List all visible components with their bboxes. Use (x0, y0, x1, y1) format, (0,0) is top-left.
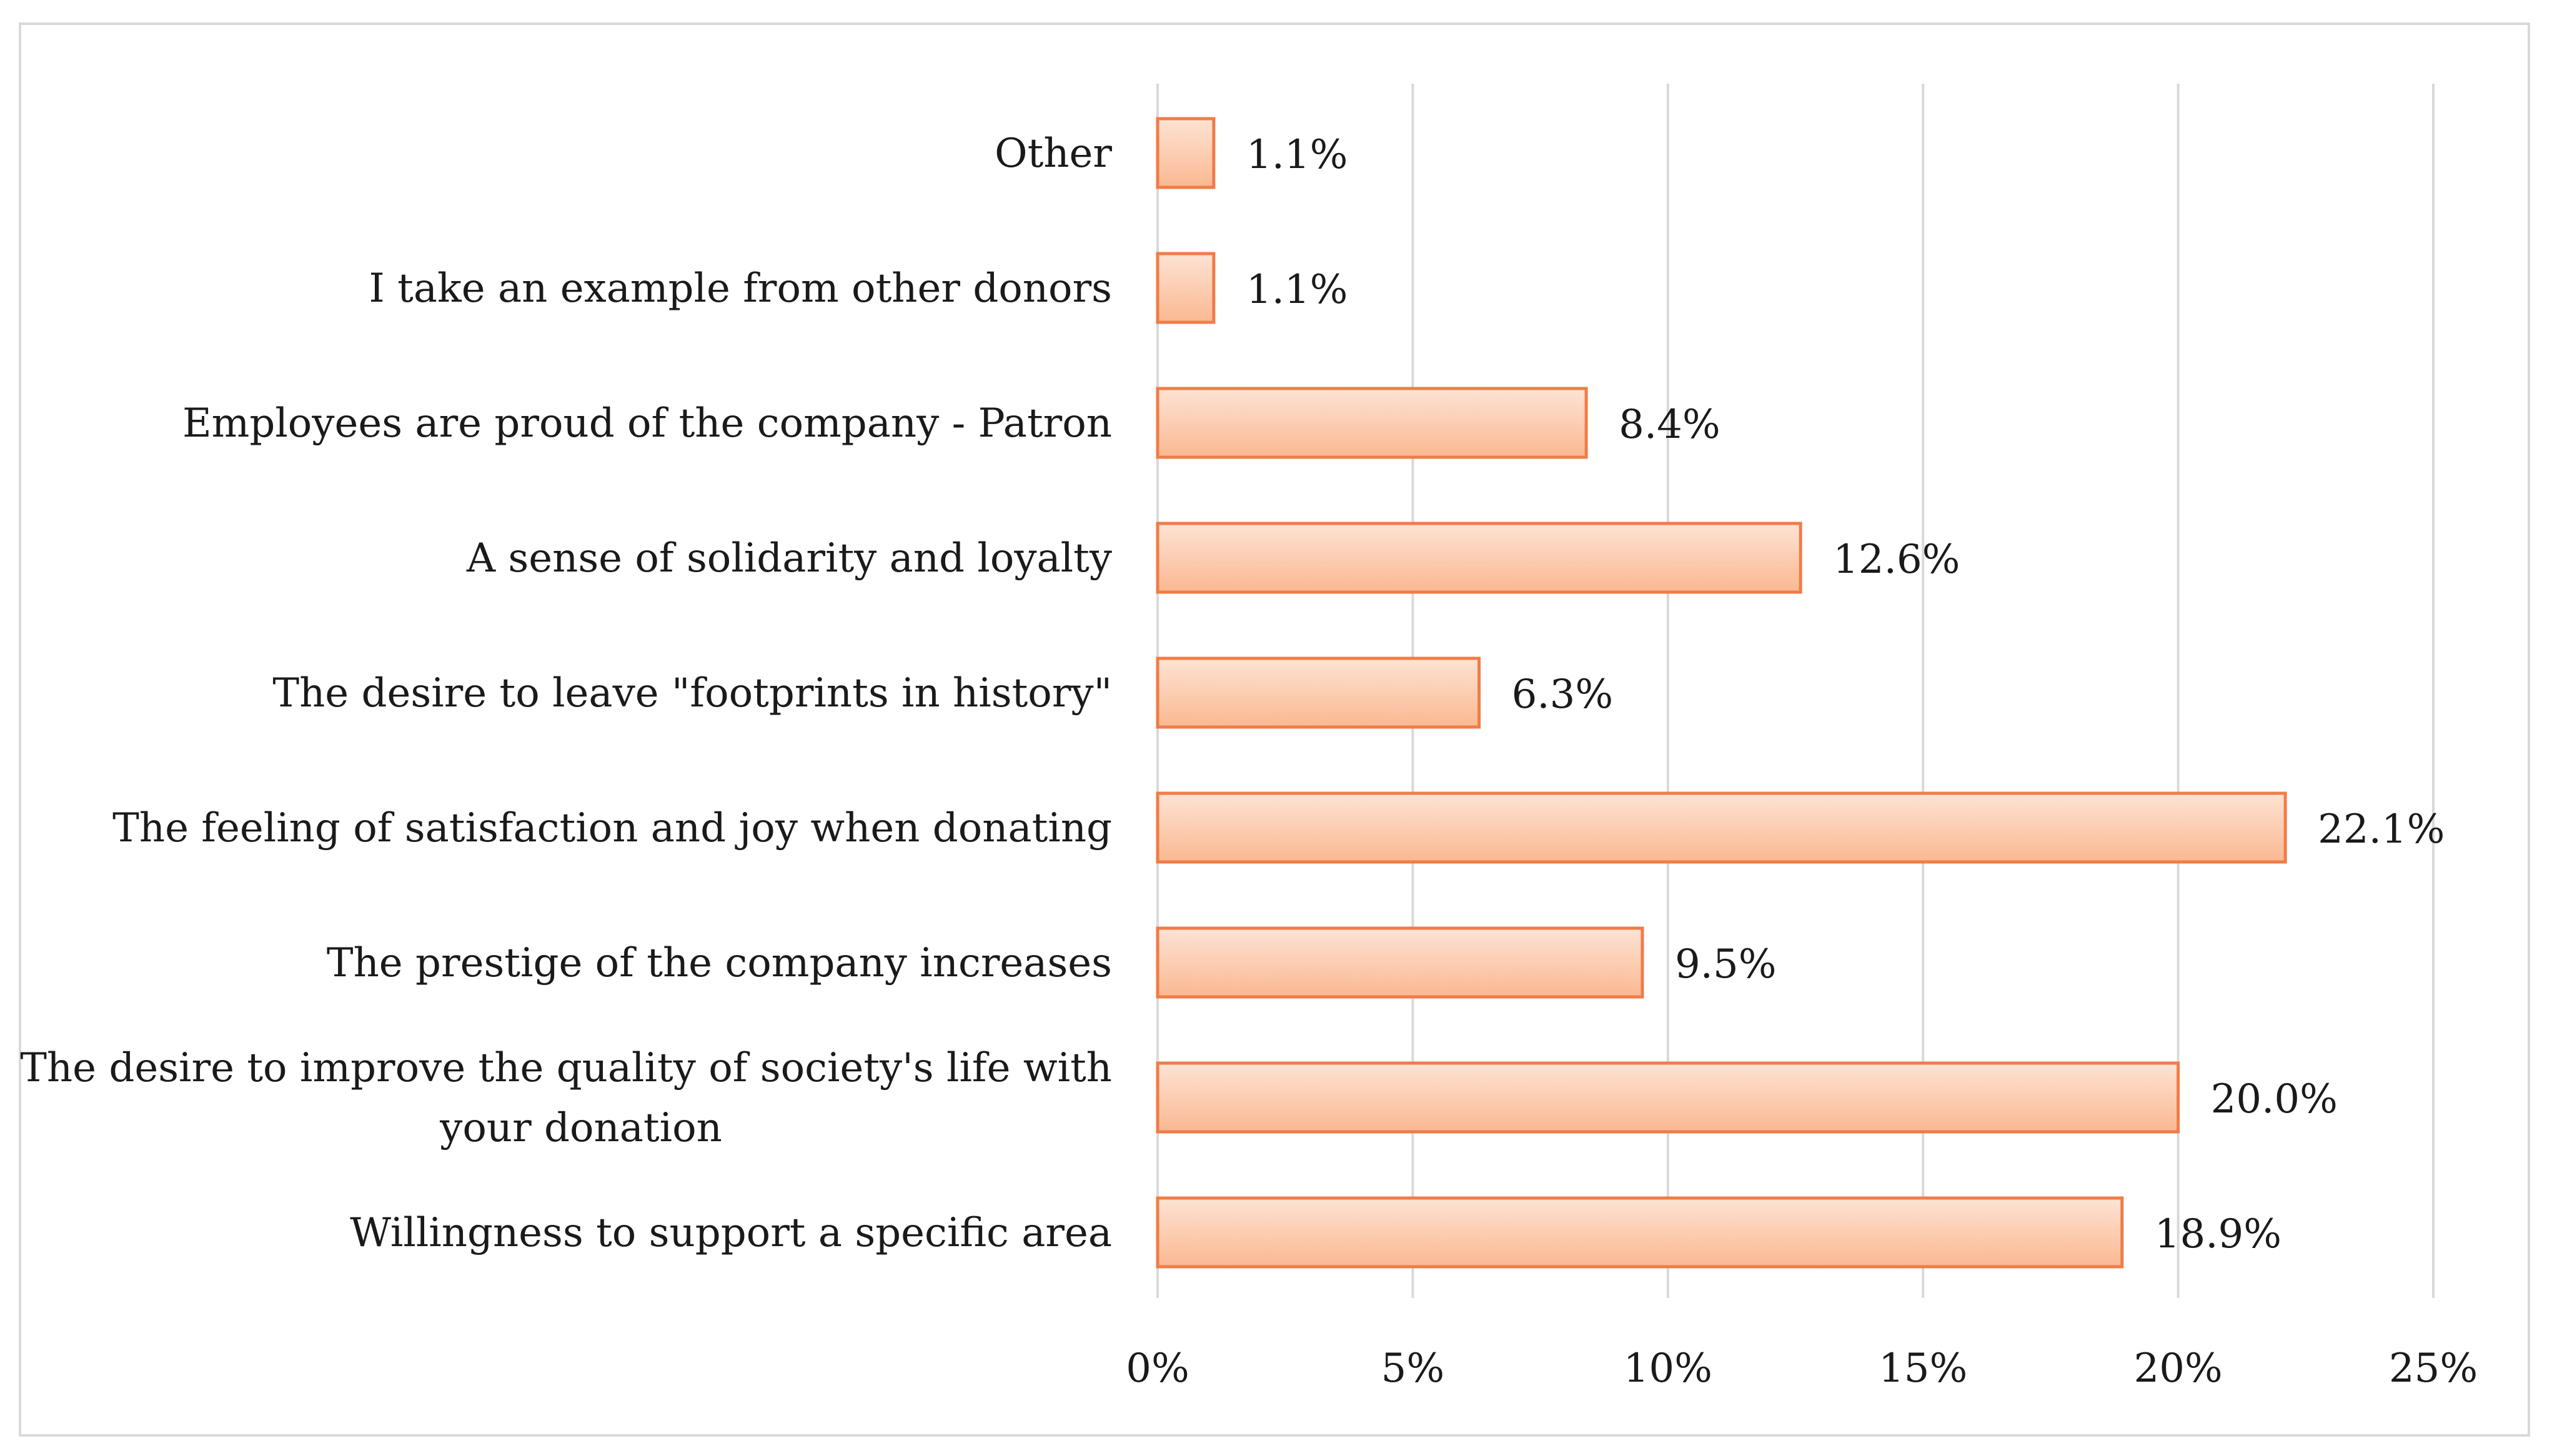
bar (1156, 791, 2287, 864)
category-label: Employees are proud of the company - Pat… (182, 400, 1112, 447)
data-label: 6.3% (1512, 671, 1614, 718)
bar (1156, 656, 1481, 729)
category-label: The desire to improve the quality of soc… (20, 1045, 1112, 1091)
x-tick-label: 15% (1879, 1345, 1967, 1392)
data-label: 12.6% (1833, 537, 1960, 583)
data-label: 8.4% (1619, 402, 1720, 448)
bar (1156, 252, 1216, 324)
data-label: 18.9% (2155, 1211, 2281, 1257)
category-label: I take an example from other donors (369, 265, 1113, 312)
bar (1156, 1061, 2180, 1134)
category-label: The desire to leave "footprints in histo… (272, 670, 1112, 716)
category-label: Willingness to support a specific area (350, 1210, 1112, 1256)
category-label: Other (995, 131, 1112, 177)
labels: 0% 5% 10% 15% 20% 25% 1.1% Other 1.1% I take an e… (20, 131, 2478, 1392)
x-tick-label: 25% (2389, 1345, 2478, 1392)
bars (1156, 117, 2287, 1269)
bar (1156, 1196, 2124, 1269)
bar (1156, 522, 1802, 594)
bar (1156, 926, 1644, 999)
data-label: 9.5% (1675, 941, 1777, 988)
category-label: your donation (439, 1105, 722, 1151)
x-tick-label: 10% (1624, 1345, 1712, 1392)
data-label: 20.0% (2211, 1076, 2338, 1122)
data-label: 1.1% (1246, 132, 1348, 178)
data-label: 22.1% (2318, 806, 2445, 853)
bar (1156, 117, 1216, 189)
category-label: The feeling of satisfaction and joy when… (112, 805, 1112, 851)
category-label: A sense of solidarity and loyalty (466, 535, 1112, 582)
x-tick-label: 5% (1381, 1345, 1445, 1392)
x-tick-label: 0% (1126, 1345, 1189, 1392)
x-tick-label: 20% (2133, 1345, 2222, 1392)
category-label: The prestige of the company increases (327, 940, 1112, 986)
data-label: 1.1% (1246, 267, 1348, 313)
bar (1156, 387, 1588, 459)
